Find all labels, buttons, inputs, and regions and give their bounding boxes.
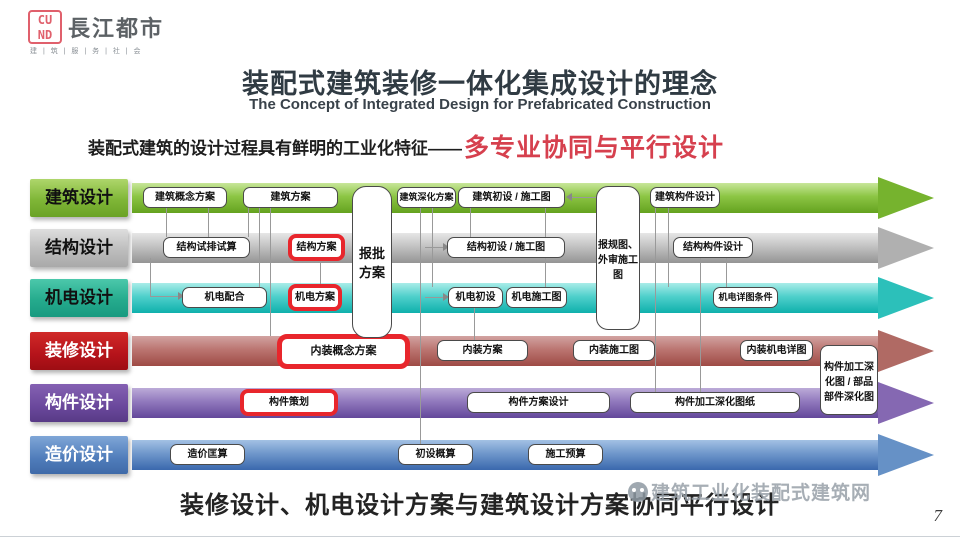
connector-line	[270, 208, 271, 336]
arrow-head-icon	[878, 434, 934, 476]
row-label-mep-design[interactable]: 机电设计	[30, 279, 128, 317]
connector-line	[726, 258, 727, 287]
process-box[interactable]: 机电初设	[448, 287, 503, 308]
process-box[interactable]: 造价匡算	[170, 444, 245, 465]
connector-line	[150, 296, 178, 297]
footer-caption: 装修设计、机电设计方案与建筑设计方案协同平行设计	[180, 492, 780, 519]
connector-arrow-icon	[443, 243, 449, 251]
milestone-component-deepening[interactable]: 构件加工深化图 / 部品部件深化图	[820, 345, 878, 415]
process-box[interactable]: 建筑构件设计	[650, 187, 720, 208]
company-logo: CU ND 長江都市	[28, 10, 164, 44]
arrow-head-icon	[878, 227, 934, 269]
page-number: 7	[933, 506, 943, 525]
connector-arrow-icon	[178, 292, 184, 300]
process-box[interactable]: 建筑深化方案	[397, 187, 456, 208]
process-box[interactable]: 机电施工图	[506, 287, 567, 308]
watermark: 建筑工业化装配式建筑网	[628, 478, 871, 505]
process-box-highlighted[interactable]: 结构方案	[288, 234, 345, 261]
slide-subtitle-english: The Concept of Integrated Design for Pre…	[249, 96, 711, 113]
connector-arrow-icon	[566, 193, 572, 201]
arrow-head-icon	[878, 382, 934, 424]
process-box[interactable]: 建筑初设 / 施工图	[458, 187, 565, 208]
row-label-component-design[interactable]: 构件设计	[30, 384, 128, 422]
logo-mark-icon: CU ND	[28, 10, 62, 44]
connector-line	[700, 258, 701, 392]
connector-line	[474, 308, 475, 340]
milestone-review-drawings[interactable]: 报规图、外审施工图	[596, 186, 640, 330]
lead-sentence: 装配式建筑的设计过程具有鲜明的工业化特征—— 多专业协同与平行设计	[88, 128, 724, 164]
lead-highlight-text: 多专业协同与平行设计	[464, 134, 725, 162]
row-label-architecture-design[interactable]: 建筑设计	[30, 179, 128, 217]
process-box[interactable]: 结构试排试算	[163, 237, 250, 258]
connector-arrow-icon	[443, 293, 449, 301]
connector-line	[248, 208, 249, 237]
connector-line	[320, 258, 321, 287]
process-box-highlighted[interactable]: 机电方案	[288, 284, 342, 311]
process-box-highlighted[interactable]: 内装概念方案	[277, 334, 410, 369]
row-label-cost-design[interactable]: 造价设计	[30, 436, 128, 474]
process-box[interactable]: 结构初设 / 施工图	[447, 237, 565, 258]
connector-line	[150, 258, 151, 297]
connector-line	[208, 208, 209, 237]
process-box[interactable]: 结构构件设计	[673, 237, 753, 258]
connector-line	[425, 297, 443, 298]
process-box[interactable]: 内装施工图	[573, 340, 655, 361]
slide-title: 装配式建筑装修一体化集成设计的理念	[242, 69, 718, 99]
connector-line	[655, 208, 656, 392]
connector-line	[166, 208, 167, 237]
connector-line	[425, 247, 443, 248]
logo-glyph-top: CU	[37, 13, 53, 27]
process-box[interactable]: 内装机电详图	[740, 340, 813, 361]
row-label-decoration-design[interactable]: 装修设计	[30, 332, 128, 370]
lead-normal-text: 装配式建筑的设计过程具有鲜明的工业化特征——	[88, 138, 462, 158]
process-box[interactable]: 施工预算	[528, 444, 603, 465]
process-box[interactable]: 构件方案设计	[467, 392, 610, 413]
logo-glyph-bottom: ND	[37, 28, 53, 42]
timeline-arrow-cost	[132, 440, 880, 470]
connector-line	[259, 208, 260, 287]
process-box[interactable]: 建筑概念方案	[143, 187, 227, 208]
process-box[interactable]: 建筑方案	[243, 187, 338, 208]
arrow-head-icon	[878, 330, 934, 372]
process-box[interactable]: 构件加工深化图纸	[630, 392, 800, 413]
arrow-head-icon	[878, 177, 934, 219]
process-box[interactable]: 内装方案	[437, 340, 528, 361]
row-label-structure-design[interactable]: 结构设计	[30, 229, 128, 267]
milestone-approval-plan[interactable]: 报批方案	[352, 186, 392, 338]
process-box-highlighted[interactable]: 构件策划	[240, 389, 338, 416]
connector-line	[572, 197, 598, 198]
logo-tagline: 建 | 筑 | 服 | 务 | 社 | 会	[30, 48, 143, 55]
process-box[interactable]: 机电配合	[182, 287, 267, 308]
process-box[interactable]: 初设概算	[398, 444, 473, 465]
arrow-head-icon	[878, 277, 934, 319]
bottom-divider	[0, 536, 960, 537]
process-box[interactable]: 机电详图条件	[713, 287, 778, 308]
watermark-logo-icon	[628, 481, 648, 502]
connector-line	[470, 208, 471, 237]
connector-line	[420, 208, 421, 444]
logo-company-name: 長江都市	[68, 16, 165, 41]
connector-line	[668, 208, 669, 287]
watermark-text: 建筑工业化装配式建筑网	[651, 483, 872, 504]
